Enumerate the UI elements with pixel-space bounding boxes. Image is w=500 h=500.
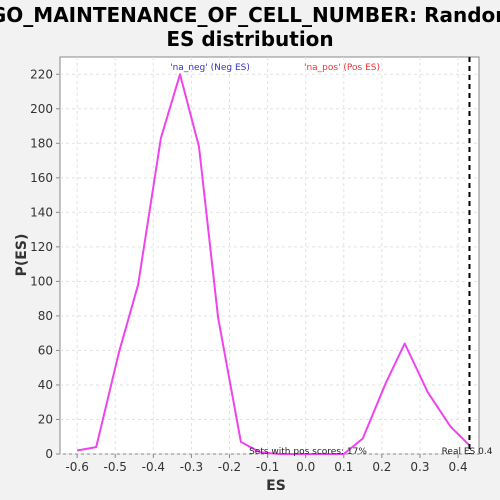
x-tick-label: -0.1 xyxy=(256,460,279,474)
y-tick-label: 60 xyxy=(38,343,53,357)
y-tick-label: 160 xyxy=(30,171,53,185)
y-tick-label: 100 xyxy=(30,274,53,288)
y-axis-title: P(ES) xyxy=(14,234,30,277)
y-tick-label: 220 xyxy=(30,67,53,81)
chart-title-line-1: GO_MAINTENANCE_OF_CELL_NUMBER: Random xyxy=(0,3,500,27)
x-tick-label: 0.1 xyxy=(334,460,353,474)
y-tick-label: 20 xyxy=(38,412,53,426)
x-tick-label: -0.6 xyxy=(65,460,88,474)
x-tick-label: 0.2 xyxy=(372,460,391,474)
grid-layer xyxy=(60,57,479,455)
ticks-layer: -0.6 -0.5 -0.4 -0.3 -0.2 -0.1 0.0 0.1 0.2 0.3 0.4 0… xyxy=(30,67,468,474)
y-tick-label: 80 xyxy=(38,309,53,323)
plot-area xyxy=(59,56,480,455)
y-tick-label: 120 xyxy=(30,240,53,254)
es-distribution-line xyxy=(76,73,471,455)
x-tick-label: -0.2 xyxy=(218,460,241,474)
x-tick-label: 0.4 xyxy=(449,460,468,474)
x-tick-label: 0.3 xyxy=(410,460,429,474)
y-tick-label: 180 xyxy=(30,136,53,150)
x-tick-label: -0.4 xyxy=(142,460,165,474)
x-tick-label: -0.3 xyxy=(180,460,203,474)
x-tick-label: 0.0 xyxy=(296,460,315,474)
series-layer xyxy=(76,73,471,455)
real-es-label: Real ES 0.4 xyxy=(442,447,493,457)
pos-scores-annotation: Sets with pos scores: 17% xyxy=(249,447,367,457)
y-tick-label: 140 xyxy=(30,205,53,219)
y-tick-label: 200 xyxy=(30,102,53,116)
chart-title-line-2: ES distribution xyxy=(166,27,333,51)
x-axis-title: ES xyxy=(266,478,286,494)
y-tick-label: 0 xyxy=(45,447,53,461)
x-tick-label: -0.5 xyxy=(104,460,127,474)
legend-entry-pos: 'na_pos' (Pos ES) xyxy=(304,63,380,73)
legend-entry-neg: 'na_neg' (Neg ES) xyxy=(170,63,250,73)
y-tick-label: 40 xyxy=(38,378,53,392)
